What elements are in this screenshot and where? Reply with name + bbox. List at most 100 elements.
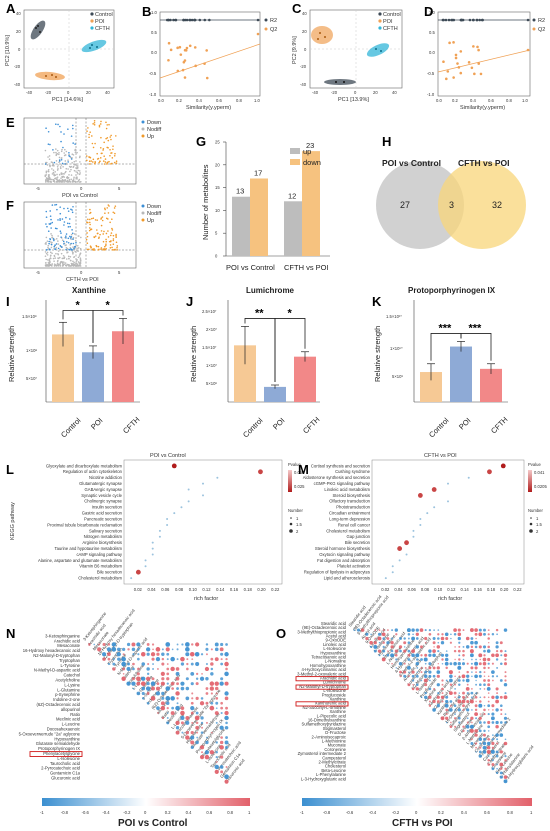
volcano-point-nodiff	[68, 174, 70, 176]
legend-poi: POI	[95, 19, 105, 25]
volcano-point-up	[102, 160, 105, 162]
svg-text:1.5: 1.5	[296, 522, 302, 527]
volcano-point-nodiff	[70, 265, 72, 267]
heatmap-cell	[495, 724, 499, 729]
volcano-point-nodiff	[46, 177, 48, 180]
heatmap-cell	[166, 658, 169, 661]
q2-point	[205, 49, 208, 52]
kegg-bubble	[398, 559, 401, 562]
heatmap-cell	[428, 662, 432, 666]
heatmap-row-label: Arachidic acid	[320, 676, 347, 681]
kegg-xtick: 0.20	[257, 587, 266, 592]
kegg-bubble	[412, 529, 415, 532]
r2-point	[182, 18, 185, 22]
heatmap-cell	[469, 653, 474, 658]
kegg-pathway-label: Proximal tubule bicarbonate reclamation	[47, 522, 122, 527]
heatmap-cell	[160, 701, 165, 706]
heatmap-row-label: Hypoxanthine	[54, 736, 80, 741]
heatmap-cell	[112, 662, 116, 666]
svg-text:0.8: 0.8	[506, 98, 512, 103]
heatmap-cell	[415, 637, 419, 640]
heatmap-cell	[175, 671, 180, 676]
venn-right	[438, 161, 526, 249]
heatmap-cell	[161, 677, 165, 681]
heatmap-cell	[491, 653, 495, 658]
heatmap-cell	[503, 779, 508, 784]
colorbar-tick: -0.4	[102, 810, 110, 815]
volcano-point-nodiff	[55, 178, 58, 181]
volcano-point-nodiff	[74, 239, 77, 242]
heatmap-cell	[496, 675, 499, 678]
heatmap-row-label: Homohypoxanthine	[310, 663, 347, 668]
volcano-point-up	[104, 161, 107, 163]
heatmap-cell	[146, 643, 150, 646]
volcano-point-up	[89, 131, 91, 133]
heatmap-cell	[432, 641, 436, 645]
heatmap-cell	[186, 658, 189, 661]
volcano-point-nodiff	[55, 148, 57, 150]
heatmap-cell	[471, 709, 473, 711]
panel-o: O Stearidic acid Stearidic acid(9E)-Octad…	[276, 594, 535, 829]
volcano-point-up	[100, 120, 102, 123]
heatmap-cell	[445, 699, 449, 704]
volcano-point-up	[102, 240, 105, 243]
heatmap-row-label: Catechol	[63, 673, 80, 678]
heatmap-cell	[487, 737, 491, 741]
heatmap-cell	[224, 652, 229, 657]
volcano-point-down	[52, 238, 55, 240]
venn-left	[376, 161, 464, 249]
heatmap-cell	[166, 652, 170, 656]
volcano-point-down	[55, 243, 58, 245]
heatmap-cell	[483, 632, 486, 636]
svg-text:-5: -5	[36, 186, 40, 191]
heatmap-cell	[180, 706, 185, 710]
panel-f: F Down Nodiff Up -5 0 5 CFTH vs POI	[6, 198, 162, 283]
q2-point	[176, 46, 179, 50]
heatmap-cell	[479, 670, 482, 674]
heatmap-cell	[483, 666, 486, 670]
heatmap-cell	[444, 632, 449, 637]
heatmap-cell	[136, 672, 140, 676]
heatmap-cell	[205, 663, 208, 666]
volcano-point-nodiff	[77, 172, 79, 175]
volcano-point-up	[100, 224, 103, 227]
volcano-point-down	[60, 131, 62, 133]
heatmap-cell	[495, 649, 499, 653]
bar-up	[232, 196, 250, 256]
heatmap-cell	[160, 671, 165, 676]
heatmap-cell	[411, 636, 416, 641]
volcano-point-nodiff	[78, 156, 81, 159]
venn-left-count: 27	[400, 200, 410, 210]
heatmap-row-label: Arachidic acid	[54, 638, 81, 643]
heatmap-cell	[466, 730, 469, 732]
bar-k-ylabel: Relative strength	[373, 326, 382, 382]
volcano-point-nodiff	[72, 260, 74, 263]
volcano-point-up	[112, 211, 115, 214]
heatmap-cell	[486, 687, 491, 691]
heatmap-row-label: Linoleic acid	[323, 642, 347, 647]
volcano-point-nodiff	[76, 151, 78, 154]
heatmap-cell	[382, 649, 386, 653]
heatmap-cell	[127, 648, 130, 651]
volcano-point-up	[98, 124, 101, 127]
volcano-point-up	[102, 147, 105, 150]
heatmap-cell	[458, 645, 461, 648]
heatmap-cell	[407, 633, 411, 636]
svg-text:Control: Control	[427, 416, 451, 440]
ellipse-control-c	[324, 79, 356, 85]
heatmap-cell	[215, 761, 218, 763]
heatmap-cell	[504, 679, 507, 682]
q2-point	[193, 46, 197, 49]
heatmap-row-label: L-Norvaline	[325, 659, 347, 664]
heatmap-cell	[487, 637, 490, 640]
volcano-point-up	[105, 137, 107, 140]
heatmap-cell	[504, 755, 507, 758]
svg-text:-20: -20	[14, 64, 21, 69]
volcano-point-down	[48, 240, 50, 243]
panel-letter-a: A	[6, 1, 16, 16]
volcano-point-nodiff	[76, 250, 79, 252]
heatmap-cell	[483, 721, 486, 724]
heatmap-cell	[107, 643, 111, 646]
q2-point	[182, 60, 186, 64]
heatmap-cell	[395, 654, 398, 657]
